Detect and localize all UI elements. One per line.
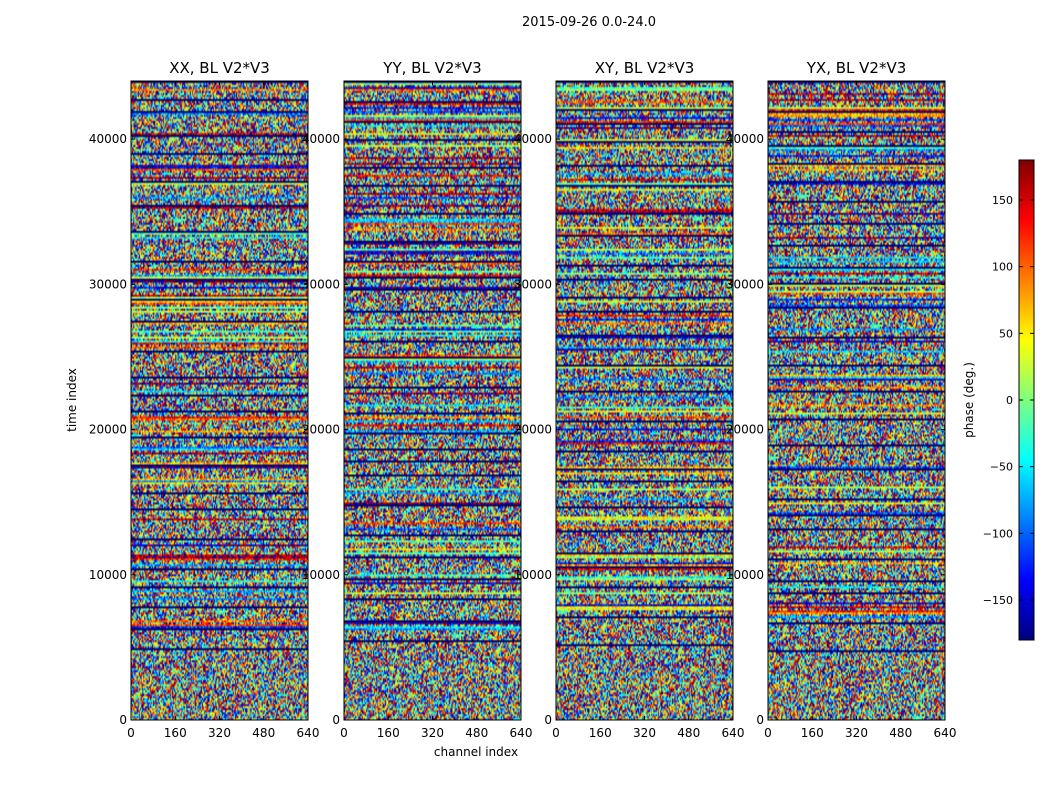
colorbar-label: phase (deg.) [962,362,976,438]
x-tick-label: 480 [889,726,912,740]
colorbar-tick-label: 100 [992,261,1013,274]
panel-title: XX, BL V2*V3 [169,59,270,77]
figure-suptitle: 2015-09-26 0.0-24.0 [522,15,656,30]
heatmap-raster [131,81,308,720]
y-tick-label: 30000 [514,277,552,291]
heatmap-panel-4: YX, BL V2*V3 0 160 320 480 640 0 10000 20000 3000… [726,59,957,740]
x-tick-label: 320 [421,726,444,740]
panel-title: YX, BL V2*V3 [806,59,907,77]
y-axis-label: time index [65,368,79,432]
heatmap-panel-2: YY, BL V2*V3 0 160 320 480 640 0 10000 20000 3000… [302,59,533,740]
heatmap-panel-3: XY, BL V2*V3 0 160 320 480 640 0 10000 20000 3000… [514,59,745,740]
panel-title: YY, BL V2*V3 [382,59,481,77]
y-tick-label: 20000 [302,423,340,437]
y-tick-label: 10000 [89,568,127,582]
y-tick-label: 30000 [302,277,340,291]
y-tick-label: 20000 [726,423,764,437]
colorbar-tick-label: −150 [983,594,1013,607]
y-tick-label: 40000 [514,132,552,146]
x-tick-label: 160 [164,726,187,740]
y-tick-label: 20000 [514,423,552,437]
y-tick-label: 40000 [726,132,764,146]
heatmap-panel-1: XX, BL V2*V3 0 160 320 480 640 0 10000 20000 3000… [89,59,320,740]
x-tick-label: 160 [377,726,400,740]
x-tick-label: 320 [845,726,868,740]
y-tick-label: 10000 [726,568,764,582]
x-tick-label: 480 [252,726,275,740]
x-tick-label: 0 [340,726,348,740]
colorbar-tick-label: −50 [990,461,1013,474]
colorbar-tick-label: 0 [1006,394,1013,407]
heatmap-panels: XX, BL V2*V3 0 160 320 480 640 0 10000 20000 3000… [89,59,957,740]
y-tick-label: 0 [544,713,552,727]
y-tick-label: 0 [332,713,340,727]
x-tick-label: 640 [297,726,320,740]
y-tick-label: 20000 [89,423,127,437]
y-tick-label: 30000 [726,277,764,291]
x-tick-label: 480 [677,726,700,740]
colorbar-tick-label: 150 [992,194,1013,207]
x-tick-label: 160 [589,726,612,740]
x-tick-label: 640 [934,726,957,740]
x-tick-label: 0 [764,726,772,740]
y-tick-label: 30000 [89,277,127,291]
y-tick-label: 10000 [302,568,340,582]
x-tick-label: 640 [510,726,533,740]
y-tick-label: 40000 [89,132,127,146]
x-tick-label: 0 [552,726,560,740]
x-tick-label: 320 [208,726,231,740]
colorbar-tick-label: −100 [983,527,1013,540]
heatmap-raster [556,81,733,720]
heatmap-raster [768,81,945,720]
x-tick-label: 320 [633,726,656,740]
y-tick-label: 10000 [514,568,552,582]
y-tick-label: 0 [756,713,764,727]
panel-title: XY, BL V2*V3 [595,59,695,77]
x-tick-label: 160 [801,726,824,740]
colorbar: −150 −100 −50 0 50 100 150 [983,159,1035,641]
x-axis-label: channel index [434,745,518,759]
heatmap-raster [344,81,521,720]
colorbar-tick-label: 50 [999,327,1013,340]
x-tick-label: 640 [722,726,745,740]
x-tick-label: 480 [465,726,488,740]
x-tick-label: 0 [127,726,135,740]
y-tick-label: 0 [119,713,127,727]
y-tick-label: 40000 [302,132,340,146]
